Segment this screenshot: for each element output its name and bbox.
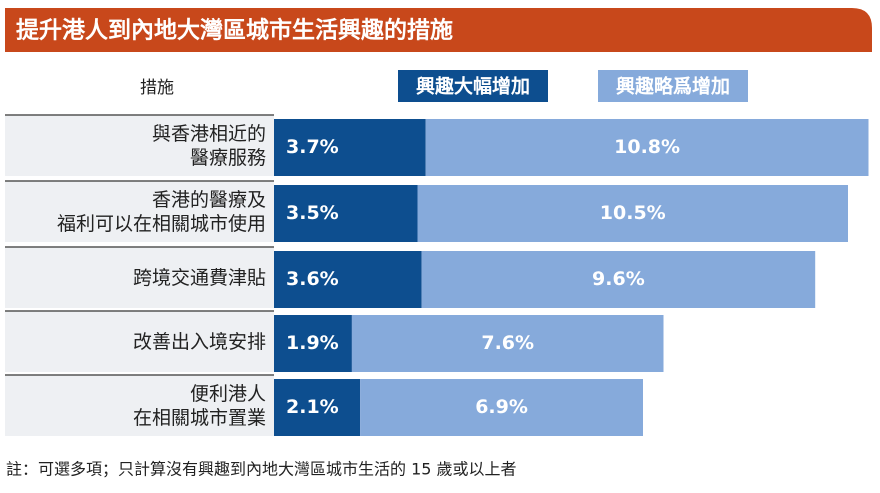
title-bar <box>5 8 872 52</box>
legend-swatch <box>398 70 548 102</box>
note: 註：可選多項；只計算沒有興趣到內地大灣區城市生活的 15 歲或以上者 <box>6 460 517 479</box>
bar-segment <box>274 315 352 372</box>
chart-title: 提升港人到內地大灣區城市生活興趣的措施 <box>16 17 453 44</box>
value-label: 3.7% <box>286 136 339 158</box>
bar-segment <box>417 185 848 242</box>
category-label: 在相關城市置業 <box>133 407 266 429</box>
bar-segment <box>274 185 418 242</box>
value-label: 3.5% <box>286 202 339 224</box>
category-label: 跨境交通費津貼 <box>133 267 266 289</box>
category-label: 改善出入境安排 <box>133 331 266 353</box>
bar-segment <box>360 379 643 436</box>
legend-swatch <box>598 70 748 102</box>
value-label: 2.1% <box>286 396 339 418</box>
row-background <box>5 375 274 436</box>
row-background <box>5 181 274 242</box>
bar-segment <box>274 379 361 436</box>
value-label: 7.6% <box>481 332 534 354</box>
category-label: 與香港相近的 <box>152 123 266 145</box>
value-label: 6.9% <box>475 396 528 418</box>
bar-segment <box>274 119 426 176</box>
bar-segment <box>351 315 664 372</box>
row-background <box>5 247 274 308</box>
bar-segment <box>425 119 869 176</box>
category-label: 香港的醫療及 <box>152 189 266 211</box>
legend-label: 興趣大幅增加 <box>416 75 530 98</box>
value-label: 9.6% <box>592 268 645 290</box>
value-label: 10.8% <box>614 136 680 158</box>
legend-label: 興趣略爲增加 <box>616 75 730 98</box>
category-label: 醫療服務 <box>190 147 266 169</box>
value-label: 1.9% <box>286 332 339 354</box>
category-label: 便利港人 <box>190 383 266 405</box>
value-label: 10.5% <box>600 202 666 224</box>
value-label: 3.6% <box>286 268 339 290</box>
bar-segment <box>274 251 422 308</box>
category-label: 福利可以在相關城市使用 <box>57 213 266 235</box>
row-background <box>5 311 274 372</box>
row-background <box>5 115 274 176</box>
bar-segment <box>421 251 816 308</box>
category-header: 措施 <box>140 78 174 98</box>
